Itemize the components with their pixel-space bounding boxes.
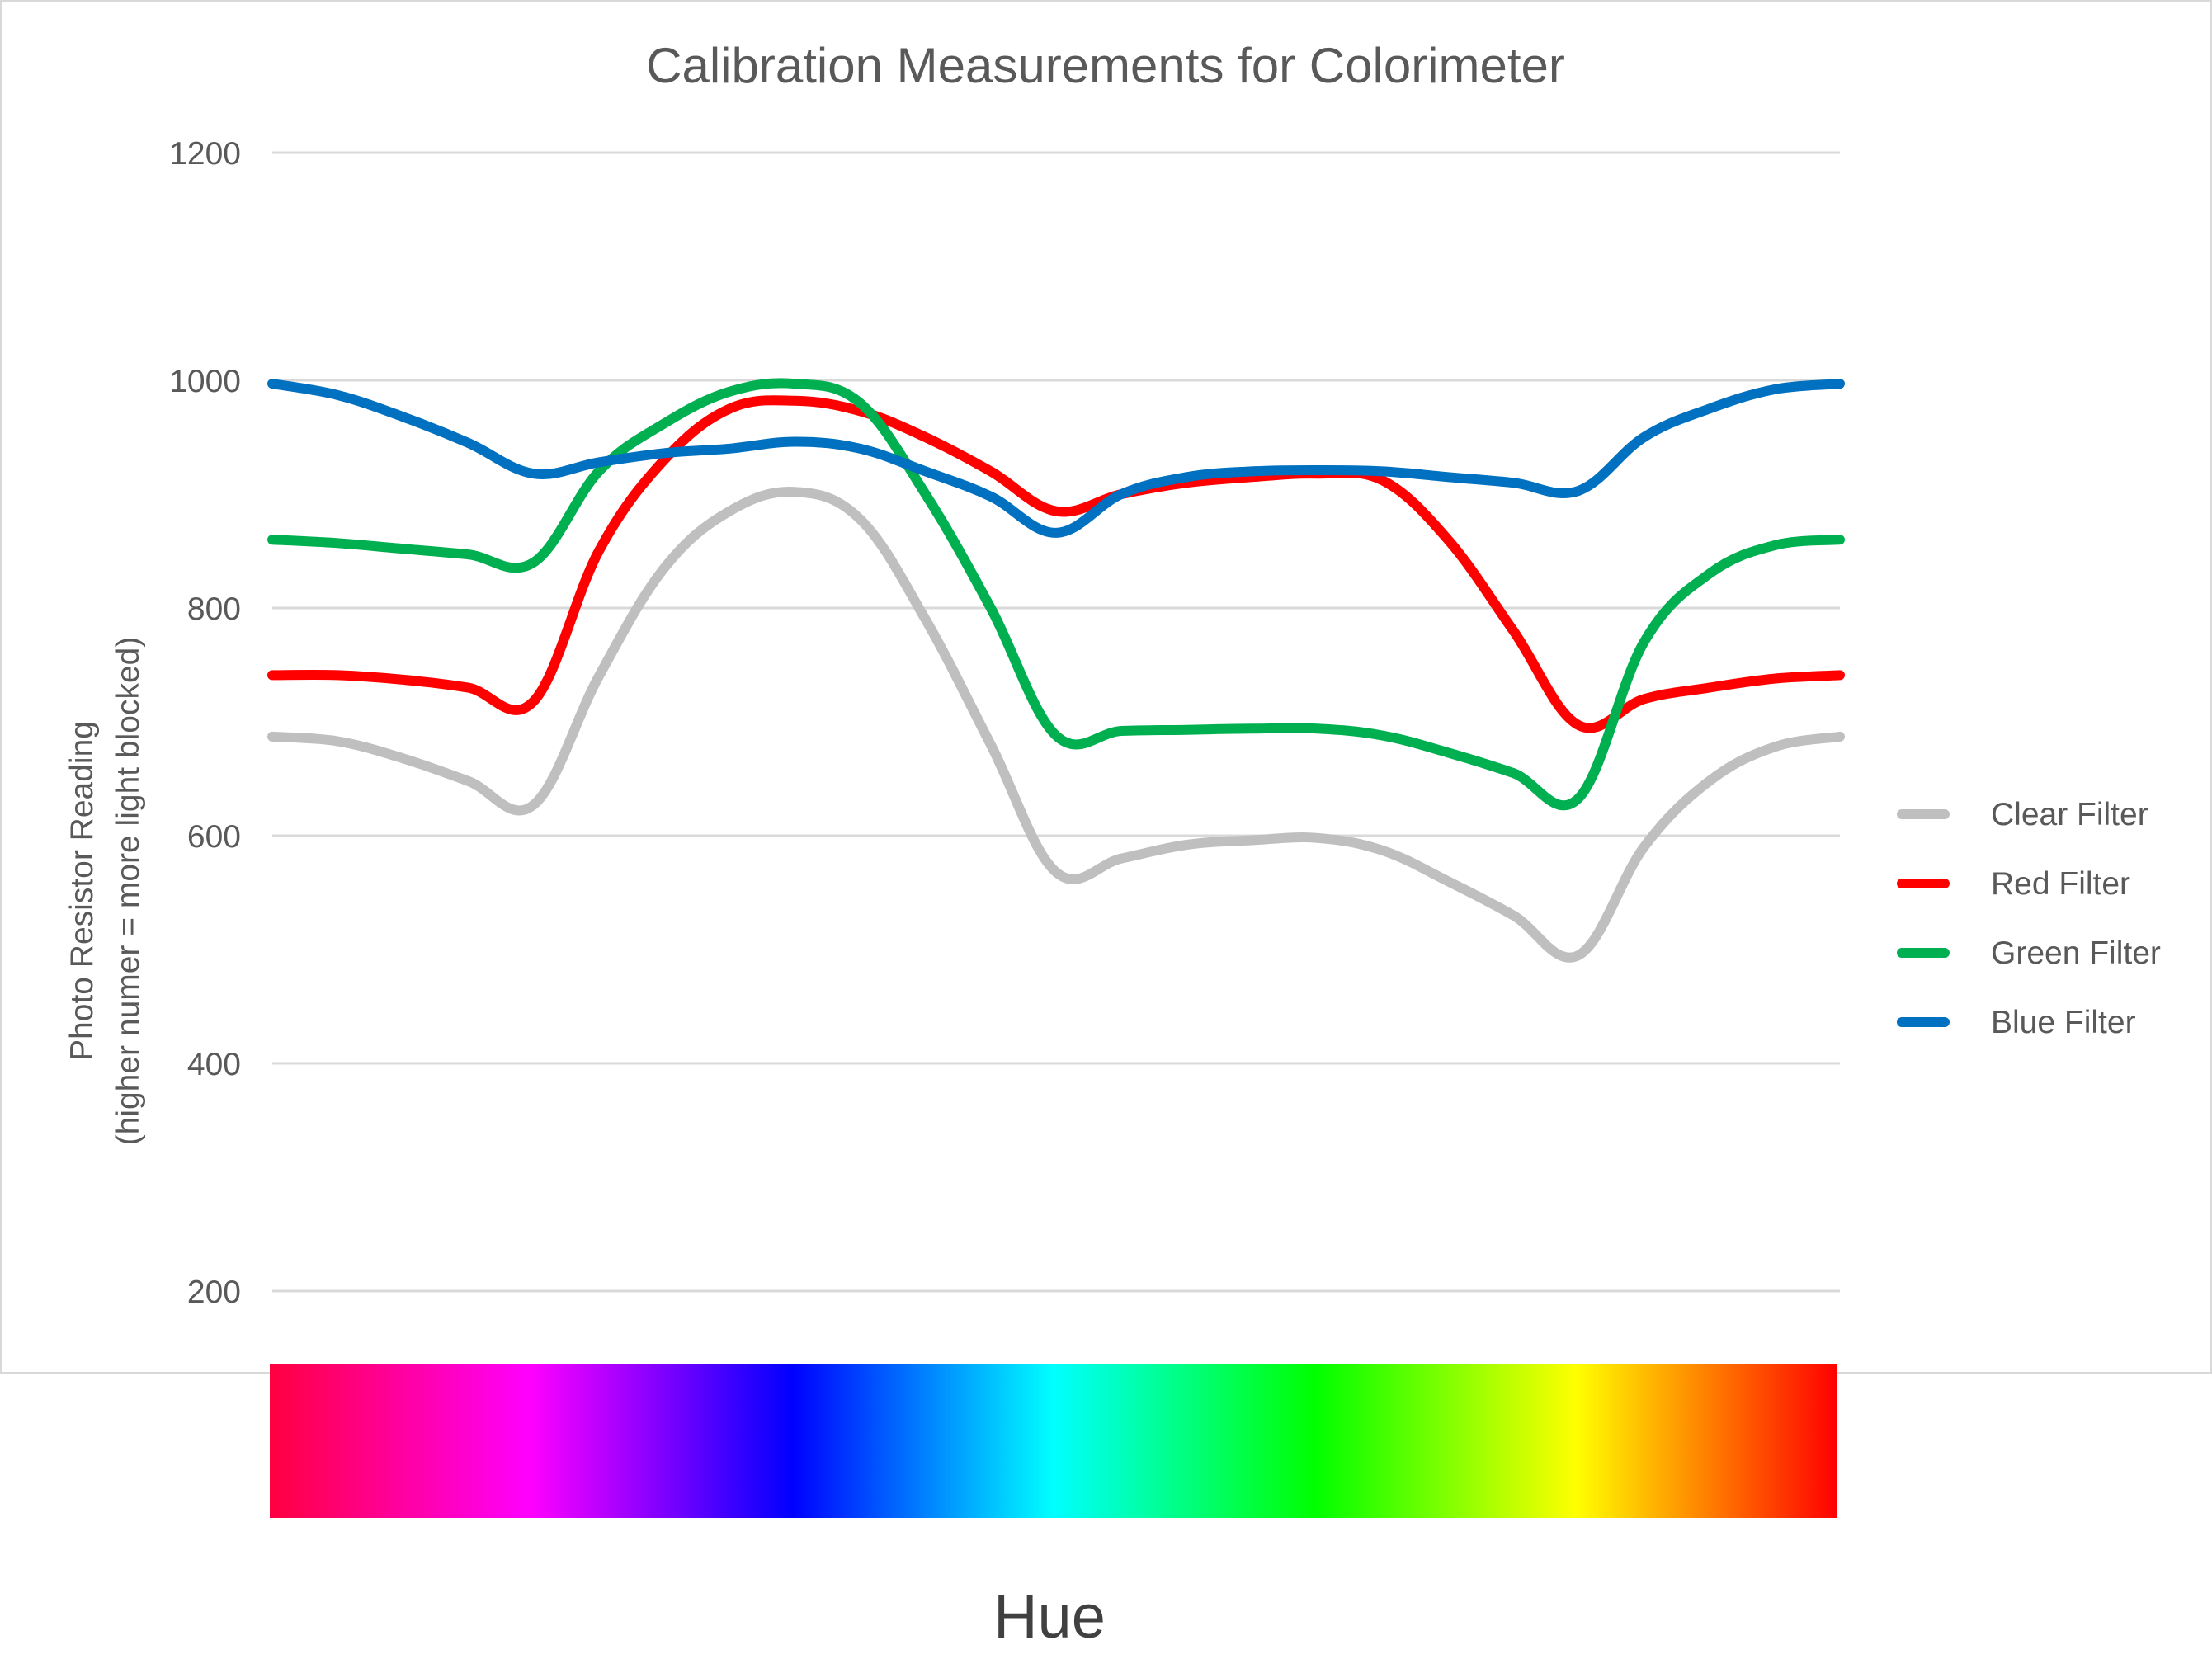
series-line-clear-filter bbox=[267, 486, 1845, 963]
y-axis-label-line2: (higher numer = more light blocked) bbox=[111, 637, 146, 1146]
series-line-green-filter bbox=[267, 378, 1845, 811]
legend: Clear Filter Red Filter Green Filter Blue F… bbox=[1897, 797, 2161, 1040]
series-line-red-filter bbox=[267, 395, 1845, 733]
chart-frame bbox=[0, 0, 2212, 1374]
y-tick-label: 1000 bbox=[169, 364, 241, 399]
y-axis-ticks: 200 400 600 800 1000 1200 bbox=[169, 136, 241, 1310]
legend-item: Blue Filter bbox=[1897, 1005, 2136, 1040]
y-axis-label-line1: Photo Resistor Reading bbox=[64, 721, 100, 1061]
y-axis-label: Photo Resistor Reading (higher numer = m… bbox=[64, 637, 146, 1146]
legend-label: Clear Filter bbox=[1991, 797, 2148, 832]
legend-label: Red Filter bbox=[1991, 866, 2130, 902]
legend-item: Red Filter bbox=[1897, 866, 2130, 902]
legend-item: Green Filter bbox=[1897, 935, 2161, 971]
y-tick-label: 600 bbox=[187, 819, 241, 855]
y-tick-label: 1200 bbox=[169, 136, 241, 172]
y-tick-label: 400 bbox=[187, 1047, 241, 1082]
y-tick-label: 200 bbox=[187, 1275, 241, 1310]
chart-title: Calibration Measurements for Colorimeter bbox=[646, 38, 1565, 93]
series-lines bbox=[267, 378, 1845, 963]
legend-item: Clear Filter bbox=[1897, 797, 2148, 832]
series-line-blue-filter bbox=[267, 379, 1845, 538]
y-tick-label: 800 bbox=[187, 591, 241, 627]
legend-label: Green Filter bbox=[1991, 935, 2161, 971]
hue-color-band bbox=[270, 1364, 1837, 1518]
gridlines bbox=[272, 151, 1840, 1293]
x-axis-label: Hue bbox=[993, 1582, 1106, 1651]
legend-label: Blue Filter bbox=[1991, 1005, 2136, 1040]
